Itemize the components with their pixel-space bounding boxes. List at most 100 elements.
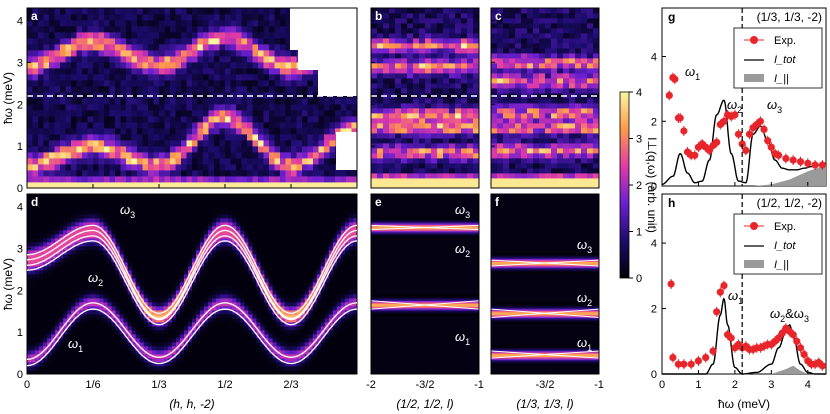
heatmap-cell bbox=[219, 14, 226, 21]
heatmap-cell bbox=[247, 152, 253, 159]
heatmap-cell bbox=[137, 158, 143, 165]
heatmap-cell bbox=[383, 58, 390, 64]
heatmap-cell bbox=[39, 234, 44, 239]
heatmap-cell bbox=[175, 358, 181, 363]
heatmap-cell bbox=[181, 50, 187, 57]
heatmap-cell bbox=[91, 238, 96, 243]
heatmap-cell bbox=[296, 158, 303, 165]
heatmap-cell bbox=[126, 128, 132, 135]
heatmap-cell bbox=[208, 44, 215, 51]
heatmap-cell bbox=[371, 158, 378, 164]
heatmap-cell bbox=[509, 43, 516, 49]
heatmap-cell bbox=[557, 138, 564, 144]
heatmap-cell bbox=[419, 53, 426, 59]
heatmap-cell bbox=[43, 246, 48, 251]
heatmap-cell bbox=[225, 50, 231, 57]
heatmap-cell bbox=[67, 350, 72, 355]
heatmap-cell bbox=[35, 314, 40, 319]
heatmap-cell bbox=[71, 214, 76, 219]
heatmap-cell bbox=[551, 63, 558, 69]
heatmap-cell bbox=[131, 242, 137, 247]
heatmap-cell bbox=[171, 194, 177, 199]
heatmap-cell bbox=[163, 270, 169, 275]
heatmap-cell bbox=[139, 198, 145, 203]
heatmap-cell bbox=[230, 122, 237, 129]
heatmap-cell bbox=[27, 134, 33, 141]
heatmap-cell bbox=[575, 38, 582, 44]
heatmap-cell bbox=[47, 346, 52, 351]
heatmap-cell bbox=[159, 8, 165, 15]
heatmap-cell bbox=[569, 143, 576, 149]
heatmap-cell bbox=[47, 290, 52, 295]
heatmap-cell bbox=[443, 18, 450, 24]
heatmap-cell bbox=[76, 80, 83, 87]
heatmap-cell bbox=[208, 20, 215, 27]
heatmap-cell bbox=[269, 86, 275, 93]
heatmap-cell bbox=[103, 346, 108, 351]
heatmap-cell bbox=[51, 330, 56, 335]
heatmap-cell bbox=[35, 234, 40, 239]
heatmap-cell bbox=[497, 78, 504, 84]
heatmap-cell bbox=[43, 176, 50, 183]
heatmap-cell bbox=[54, 80, 61, 87]
heatmap-cell bbox=[291, 56, 297, 63]
heatmap-cell bbox=[285, 56, 292, 63]
heatmap-cell bbox=[27, 182, 33, 188]
heatmap-cell bbox=[87, 62, 94, 69]
heatmap-cell bbox=[55, 222, 60, 227]
heatmap-cell bbox=[551, 53, 558, 59]
heatmap-cell bbox=[383, 38, 390, 44]
heatmap-cell bbox=[419, 143, 426, 149]
heatmap-cell bbox=[49, 14, 55, 21]
heatmap-cell bbox=[383, 133, 390, 139]
heatmap-cell bbox=[425, 68, 432, 74]
heatmap-cell bbox=[159, 98, 165, 105]
heatmap-cell bbox=[87, 68, 94, 75]
heatmap-cell bbox=[87, 8, 94, 15]
heatmap-cell bbox=[214, 92, 220, 99]
heatmap-cell bbox=[139, 226, 145, 231]
heatmap-cell bbox=[203, 134, 209, 141]
heatmap-cell bbox=[91, 282, 96, 287]
heatmap-cell bbox=[54, 140, 61, 147]
heatmap-cell bbox=[230, 56, 237, 63]
heatmap-cell bbox=[55, 354, 60, 359]
heatmap-cell bbox=[467, 53, 474, 59]
heatmap-cell bbox=[219, 128, 226, 135]
heatmap-cell bbox=[107, 298, 112, 303]
heatmap-cell bbox=[79, 210, 84, 215]
heatmap-cell bbox=[93, 170, 99, 177]
heatmap-cell bbox=[533, 8, 540, 14]
heatmap-cell bbox=[151, 326, 157, 331]
heatmap-cell bbox=[401, 13, 408, 19]
heatmap-cell bbox=[413, 53, 420, 59]
heatmap-cell bbox=[383, 33, 390, 39]
heatmap-cell bbox=[247, 104, 253, 111]
heatmap-cell bbox=[274, 62, 281, 69]
heatmap-cell bbox=[175, 68, 182, 75]
heatmap-cell bbox=[43, 254, 48, 259]
heatmap-cell bbox=[419, 108, 426, 114]
heatmap-cell bbox=[183, 206, 189, 211]
heatmap-cell bbox=[551, 153, 558, 159]
heatmap-cell bbox=[127, 322, 133, 327]
heatmap-cell bbox=[123, 242, 129, 247]
heatmap-cell bbox=[461, 103, 468, 109]
heatmap-cell bbox=[274, 74, 281, 81]
heatmap-cell bbox=[431, 63, 438, 69]
heatmap-cell bbox=[103, 362, 108, 367]
heatmap-cell bbox=[107, 214, 112, 219]
heatmap-cell bbox=[155, 366, 161, 371]
heatmap-cell bbox=[79, 286, 84, 291]
heatmap-cell bbox=[401, 48, 408, 54]
heatmap-cell bbox=[431, 123, 438, 129]
heatmap-cell bbox=[175, 56, 182, 63]
heatmap-cell bbox=[43, 152, 50, 159]
heatmap-cell bbox=[443, 103, 450, 109]
heatmap-cell bbox=[431, 133, 438, 139]
heatmap-cell bbox=[280, 86, 286, 93]
heatmap-cell bbox=[467, 83, 474, 89]
heatmap-cell bbox=[95, 206, 100, 211]
heatmap-cell bbox=[274, 170, 281, 177]
heatmap-cell bbox=[91, 242, 96, 247]
